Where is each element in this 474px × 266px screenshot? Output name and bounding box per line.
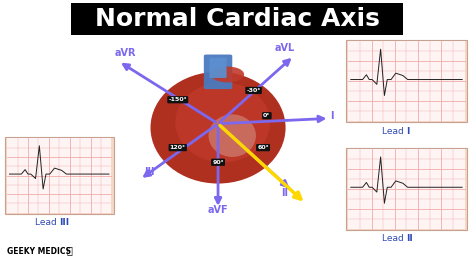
Text: aVL: aVL	[274, 43, 294, 53]
Text: II: II	[406, 234, 413, 243]
FancyBboxPatch shape	[7, 138, 111, 213]
FancyBboxPatch shape	[5, 137, 114, 214]
Text: Lead: Lead	[382, 234, 406, 243]
Text: II: II	[281, 188, 288, 198]
Text: 90°: 90°	[212, 160, 224, 165]
Text: III: III	[59, 218, 69, 227]
Text: Normal Cardiac Axis: Normal Cardiac Axis	[94, 7, 380, 31]
Text: 0°: 0°	[263, 113, 271, 118]
Text: I: I	[406, 127, 410, 136]
FancyBboxPatch shape	[210, 58, 227, 78]
Ellipse shape	[209, 114, 256, 157]
Ellipse shape	[151, 72, 285, 184]
Text: Lead: Lead	[382, 127, 406, 136]
Text: GEEKY MEDICS: GEEKY MEDICS	[7, 247, 71, 256]
Text: aVR: aVR	[115, 48, 137, 58]
Ellipse shape	[211, 66, 244, 82]
Text: I: I	[330, 111, 334, 121]
Text: III: III	[144, 167, 155, 177]
Text: Lead: Lead	[35, 218, 59, 227]
Text: -150°: -150°	[168, 97, 187, 102]
Text: 🧠: 🧠	[66, 245, 72, 255]
FancyBboxPatch shape	[204, 55, 232, 89]
FancyBboxPatch shape	[346, 40, 467, 122]
Ellipse shape	[175, 82, 270, 162]
FancyBboxPatch shape	[348, 41, 465, 121]
FancyBboxPatch shape	[71, 3, 403, 35]
Text: 60°: 60°	[257, 145, 269, 150]
Text: 120°: 120°	[170, 145, 186, 150]
FancyBboxPatch shape	[348, 149, 465, 229]
Text: aVF: aVF	[208, 205, 228, 215]
FancyBboxPatch shape	[346, 148, 467, 230]
Text: -30°: -30°	[246, 88, 261, 93]
